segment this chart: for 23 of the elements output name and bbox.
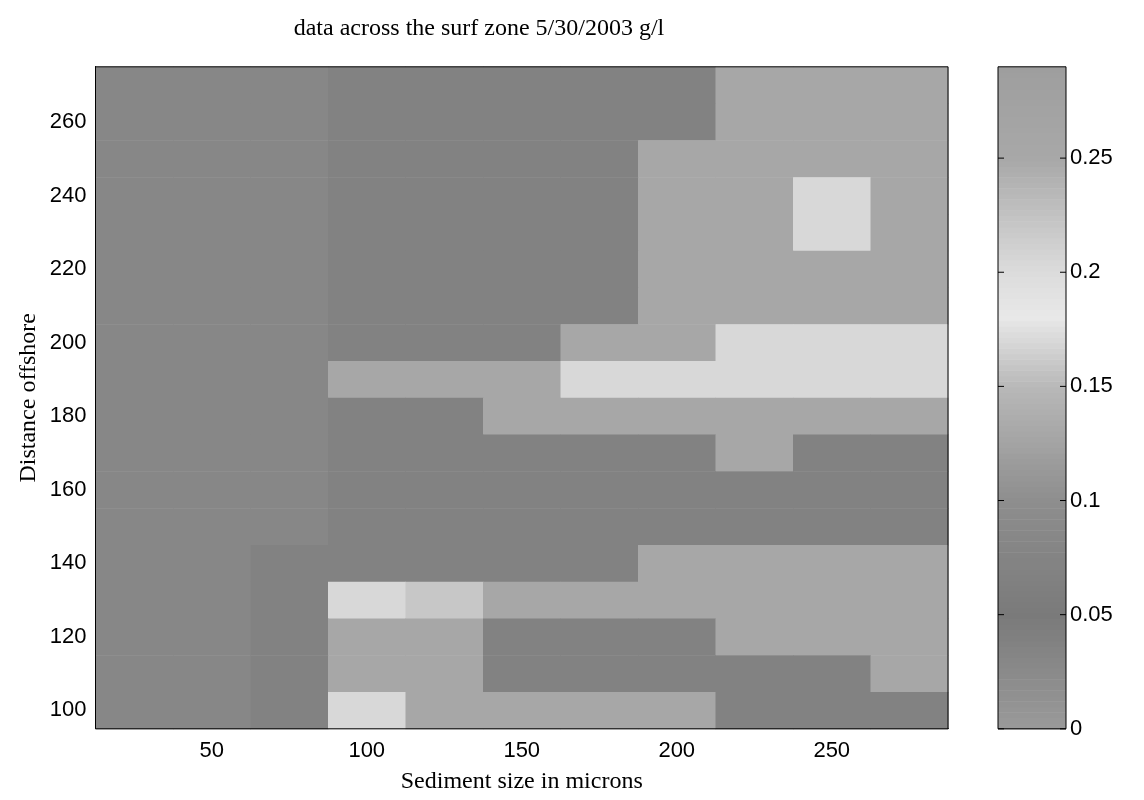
y-tick-label: 220 [49,255,87,281]
y-tick-label: 160 [49,475,87,501]
color-bar-label: 0.1 [1070,486,1101,512]
chart-title: data across the surf zone 5/30/2003 g/l [293,13,665,40]
y-tick-label: 200 [49,328,87,354]
x-tick-label: 200 [658,737,696,763]
color-bar-label: 0.15 [1070,372,1113,398]
y-tick-label: 240 [49,181,87,207]
color-bar-label: 0.25 [1070,144,1113,170]
y-axis-title: Distance offshore [13,313,40,483]
x-tick-label: 100 [348,737,386,763]
y-tick-label: 180 [49,402,87,428]
color-bar-label: 0.05 [1070,600,1113,626]
x-tick-label: 250 [813,737,851,763]
color-bar-label: 0.2 [1070,258,1101,284]
x-axis-title: Sediment size in microns [400,766,643,793]
color-bar-label: 0 [1070,714,1083,740]
x-tick-label: 150 [503,737,541,763]
y-tick-label: 140 [49,549,87,575]
x-tick-label: 50 [199,737,224,763]
y-tick-label: 260 [49,108,87,134]
y-tick-label: 100 [49,696,87,722]
y-tick-label: 120 [49,622,87,648]
